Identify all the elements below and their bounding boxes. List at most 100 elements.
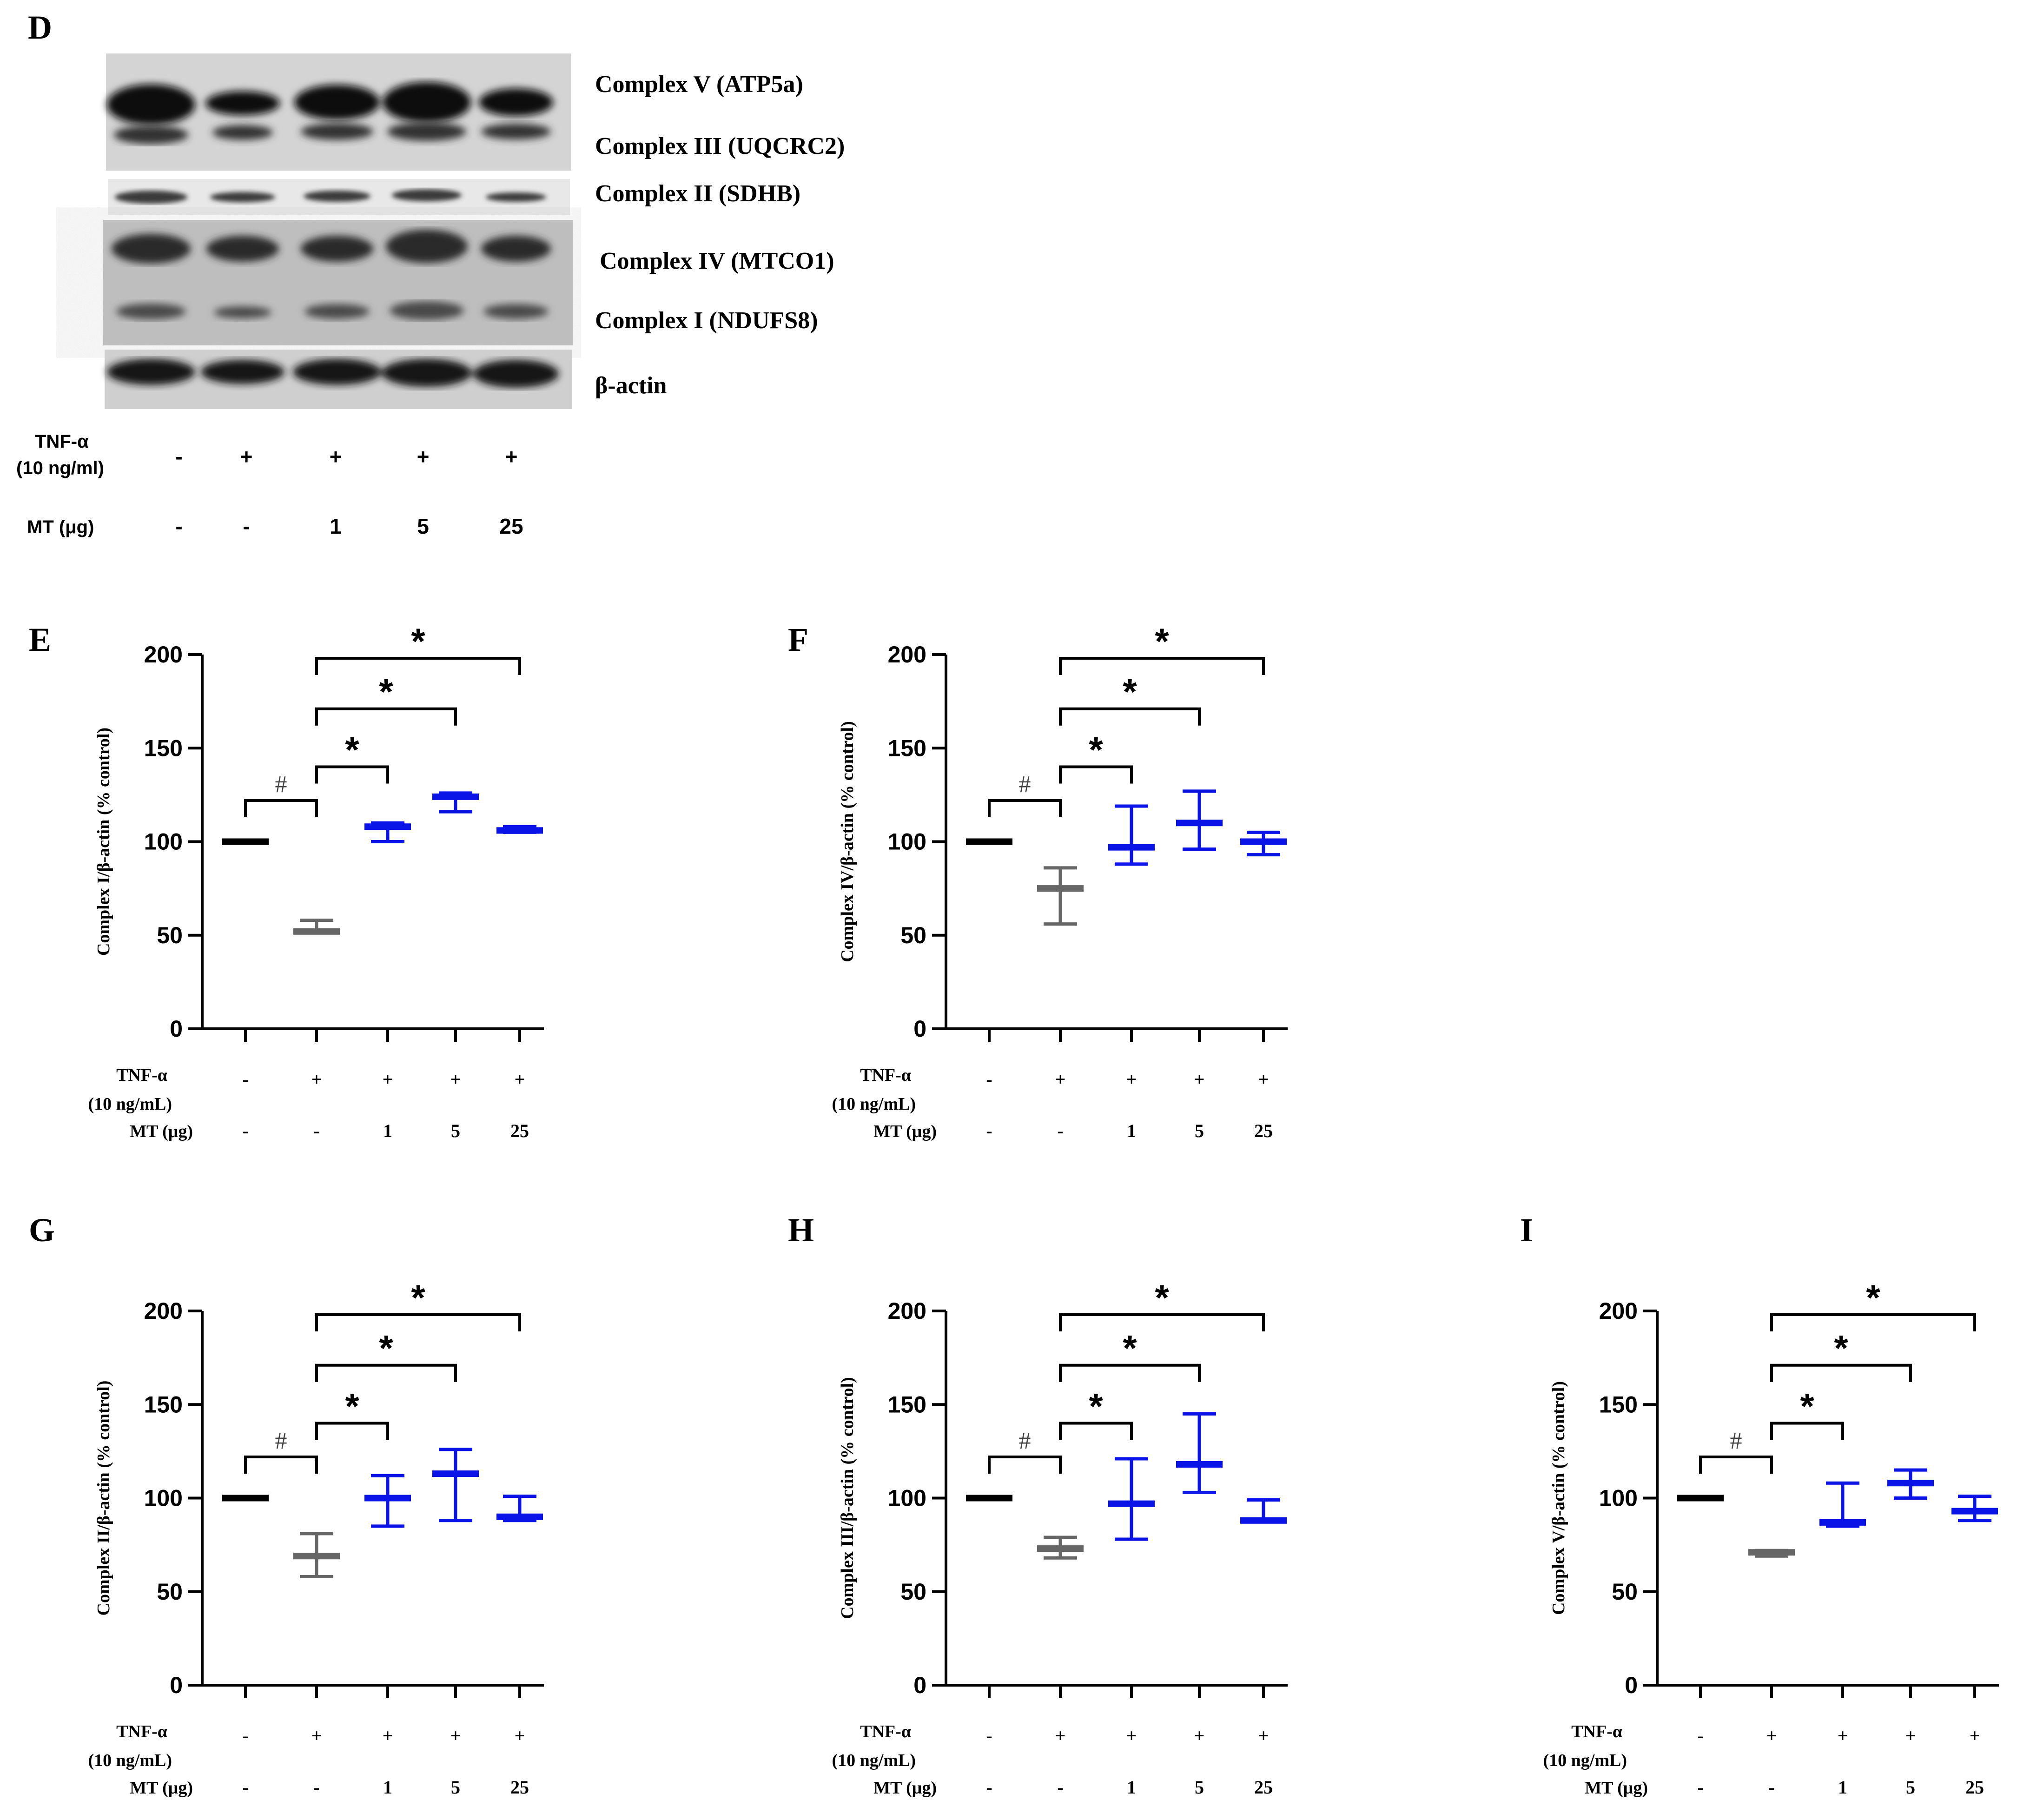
blot-tnf-label: TNF-α	[35, 431, 89, 452]
significance-bracket	[244, 799, 318, 817]
western-blot-image	[103, 53, 573, 409]
mt-label: MT (μg)	[130, 1778, 193, 1798]
y-tick-label: 0	[1625, 1672, 1638, 1698]
significance-bracket	[1059, 707, 1201, 726]
y-tick-label: 200	[888, 642, 926, 668]
tnf-sub-label: (10 ng/mL)	[1543, 1751, 1627, 1770]
tnf-label: TNF-α	[116, 1066, 167, 1085]
significance-label: *	[345, 729, 359, 770]
y-tick-label: 50	[900, 1579, 926, 1605]
mt-value: 5	[1195, 1777, 1204, 1798]
tnf-value: -	[1697, 1725, 1703, 1746]
significance-bracket	[315, 765, 389, 784]
mt-value: -	[242, 1120, 248, 1141]
significance-label: *	[411, 1277, 425, 1318]
mt-value: -	[1057, 1120, 1063, 1141]
tnf-value: -	[986, 1069, 992, 1090]
y-tick-label: 50	[900, 922, 926, 948]
mt-value: 25	[510, 1777, 529, 1798]
tnf-value: +	[450, 1725, 461, 1746]
significance-bracket	[315, 707, 457, 726]
significance-bracket	[1770, 1363, 1912, 1382]
chart-group: H 0 50 100 150 200 Complex III/β-actin (% cont…	[788, 1211, 1288, 1798]
y-tick-label: 50	[157, 922, 183, 948]
chart-group: G 0 50 100 150 200 Complex II/β-actin (% contr…	[29, 1211, 544, 1798]
tnf-label: TNF-α	[860, 1722, 911, 1741]
mt-value: 25	[1254, 1777, 1273, 1798]
tnf-value: +	[311, 1725, 322, 1746]
mt-value: 1	[1127, 1777, 1136, 1798]
significance-label: #	[1019, 771, 1031, 798]
mt-value: 5	[451, 1120, 460, 1141]
blot-label-complex-i: Complex I (NDUFS8)	[595, 307, 818, 334]
blot-tnf-value: +	[417, 444, 430, 469]
blot-mt-value: 25	[499, 514, 523, 538]
y-axis-label: Complex III/β-actin (% control)	[838, 1377, 857, 1619]
significance-bracket	[1059, 1313, 1265, 1332]
y-tick-label: 50	[1612, 1579, 1638, 1605]
mt-label: MT (μg)	[1585, 1778, 1648, 1798]
y-axis-label: Complex IV/β-actin (% control)	[838, 721, 857, 962]
tnf-value: +	[1838, 1725, 1848, 1746]
significance-bracket	[1770, 1422, 1844, 1440]
significance-bracket	[988, 799, 1062, 817]
blot-tnf-value: +	[505, 444, 518, 469]
mt-value: -	[1057, 1777, 1063, 1798]
blot-label-complex-iii: Complex III (UQCRC2)	[595, 133, 845, 159]
y-tick-label: 200	[144, 642, 183, 668]
tnf-value: +	[450, 1069, 461, 1090]
blot-mt-value: 1	[330, 514, 342, 538]
panel-letter-e: E	[29, 621, 51, 658]
blot-mt-value: -	[175, 514, 183, 538]
tnf-value: -	[242, 1725, 248, 1746]
y-tick-label: 200	[888, 1298, 926, 1324]
y-tick-label: 100	[144, 1485, 183, 1511]
mt-value: 1	[1838, 1777, 1847, 1798]
blot-tnf-value: +	[240, 444, 253, 469]
significance-label: *	[379, 1328, 393, 1369]
tnf-value: +	[1126, 1069, 1137, 1090]
y-tick-label: 150	[1599, 1391, 1638, 1417]
blot-label-complex-iv: Complex IV (MTCO1)	[600, 248, 834, 274]
tnf-value: -	[986, 1725, 992, 1746]
significance-label: *	[1155, 621, 1169, 662]
tnf-sub-label: (10 ng/mL)	[88, 1094, 172, 1114]
mt-value: 25	[510, 1120, 529, 1141]
significance-bracket	[1059, 765, 1133, 784]
blot-mt-value: 5	[417, 514, 429, 538]
y-tick-label: 0	[913, 1672, 926, 1698]
y-tick-label: 100	[1599, 1485, 1638, 1511]
significance-label: #	[1019, 1428, 1031, 1454]
chart-group: F 0 50 100 150 200 Complex IV/β-actin (% contr…	[788, 621, 1288, 1141]
tnf-value: +	[515, 1069, 525, 1090]
y-tick-label: 0	[170, 1016, 183, 1042]
significance-label: *	[1089, 1386, 1103, 1427]
y-tick-label: 150	[144, 1391, 183, 1417]
significance-label: #	[275, 1428, 287, 1454]
tnf-value: +	[1258, 1069, 1269, 1090]
blot-label-complex-ii: Complex II (SDHB)	[595, 180, 801, 207]
chart-group: I 0 50 100 150 200 Complex V/β-actin (% contro…	[1520, 1211, 1999, 1798]
y-tick-label: 50	[157, 1579, 183, 1605]
panel-letter-g: G	[29, 1211, 55, 1249]
mt-value: 5	[1906, 1777, 1915, 1798]
y-axis-label: Complex V/β-actin (% control)	[1549, 1381, 1568, 1615]
significance-bracket	[244, 1455, 318, 1474]
y-tick-label: 100	[888, 1485, 926, 1511]
significance-bracket	[315, 1422, 389, 1440]
blot-label-complex-v: Complex V (ATP5a)	[595, 71, 803, 98]
panel-letter-h: H	[788, 1211, 814, 1249]
y-tick-label: 200	[1599, 1298, 1638, 1324]
significance-label: *	[1866, 1277, 1880, 1318]
tnf-value: +	[311, 1069, 322, 1090]
tnf-sub-label: (10 ng/mL)	[88, 1751, 172, 1770]
blot-tnf-value: +	[329, 444, 342, 469]
mt-value: -	[1697, 1777, 1703, 1798]
mt-value: -	[986, 1120, 992, 1141]
significance-label: #	[1730, 1428, 1742, 1454]
tnf-label: TNF-α	[860, 1066, 911, 1085]
mt-value: 5	[451, 1777, 460, 1798]
significance-label: *	[1123, 1328, 1137, 1369]
significance-bracket	[1059, 1363, 1201, 1382]
